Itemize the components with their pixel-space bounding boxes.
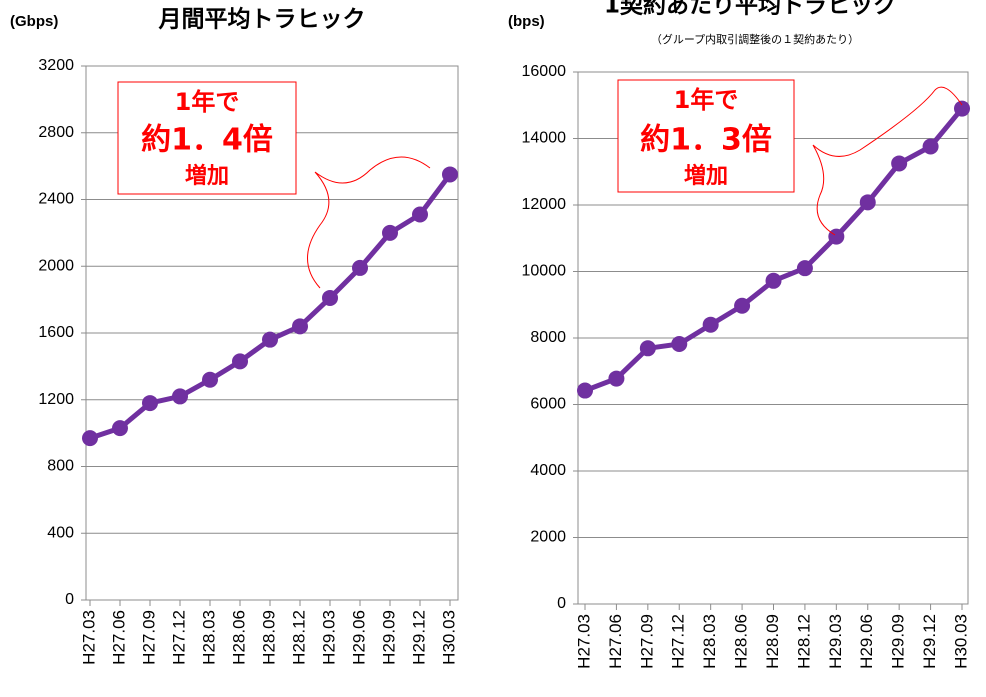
data-point [828, 228, 845, 245]
data-point [608, 370, 625, 387]
data-point [172, 388, 188, 405]
annotation-box [117, 81, 297, 195]
x-tick-label: H27.09 [637, 614, 656, 669]
x-tick-label: H28.12 [289, 610, 308, 665]
data-point [232, 353, 248, 370]
x-tick-label: H27.09 [139, 610, 158, 665]
y-tick-label: 3200 [38, 57, 74, 74]
data-point [577, 382, 593, 399]
chart-subtitle: （グループ内取引調整後の１契約あたり） [651, 32, 859, 46]
data-point [112, 420, 128, 437]
y-tick-label: 2000 [38, 257, 74, 274]
brace [307, 156, 431, 289]
data-point [859, 194, 876, 211]
annotation: 約1．4倍 [141, 123, 273, 158]
x-tick-label: H27.03 [79, 610, 98, 665]
y-tick-label: 0 [557, 595, 566, 612]
plot-border [85, 65, 459, 601]
data-point [322, 289, 338, 306]
x-tick-label: H28.09 [763, 614, 782, 669]
x-tick-label: H28.06 [732, 614, 751, 669]
data-point [671, 335, 688, 352]
data-point [202, 371, 218, 388]
data-point [382, 224, 398, 241]
x-tick-label: H28.06 [229, 610, 248, 665]
data-point [292, 318, 308, 335]
x-tick-label: H27.12 [669, 614, 688, 669]
x-tick-label: H28.03 [199, 610, 218, 665]
y-tick-label: 16000 [522, 63, 567, 80]
x-tick-label: H29.03 [826, 614, 845, 669]
x-tick-label: H29.12 [409, 610, 428, 665]
data-point [82, 430, 98, 447]
x-tick-label: H27.06 [109, 610, 128, 665]
y-tick-label: 14000 [522, 130, 567, 147]
data-point [262, 331, 278, 348]
y-unit: (bps) [508, 13, 545, 30]
x-tick-label: H28.03 [700, 614, 719, 669]
data-point [734, 297, 751, 314]
brace [812, 86, 963, 236]
data-point [639, 340, 656, 357]
data-point [352, 259, 368, 276]
y-tick-label: 10000 [522, 263, 567, 280]
x-tick-label: H30.03 [439, 610, 458, 665]
annotation: 増加 [684, 163, 728, 189]
data-point [922, 138, 939, 155]
y-tick-label: 4000 [530, 462, 566, 479]
annotation: 1年で [175, 88, 240, 116]
data-point [796, 260, 813, 277]
y-tick-label: 12000 [522, 196, 567, 213]
data-point [765, 272, 782, 289]
x-tick-label: H29.09 [889, 614, 908, 669]
y-tick-label: 1200 [38, 391, 74, 408]
x-tick-label: H27.06 [606, 614, 625, 669]
data-point [891, 155, 908, 172]
annotation: 約1．3倍 [640, 123, 772, 158]
x-tick-label: H29.09 [379, 610, 398, 665]
x-tick-label: H28.12 [794, 614, 813, 669]
annotation: 1年で [674, 86, 739, 114]
x-tick-label: H28.09 [259, 610, 278, 665]
data-point [142, 395, 158, 412]
chart-title: 月間平均トラヒック [158, 6, 366, 33]
y-unit: (Gbps) [10, 13, 58, 30]
annotation-box [617, 79, 795, 193]
x-tick-label: H27.03 [574, 614, 593, 669]
y-tick-label: 800 [47, 458, 74, 475]
x-tick-label: H29.12 [920, 614, 939, 669]
y-tick-label: 6000 [530, 396, 566, 413]
x-tick-label: H29.06 [349, 610, 368, 665]
y-tick-label: 2400 [38, 191, 74, 208]
y-tick-label: 400 [47, 524, 74, 541]
x-tick-label: H29.06 [857, 614, 876, 669]
data-point [702, 316, 719, 333]
y-tick-label: 8000 [530, 329, 566, 346]
x-tick-label: H29.03 [319, 610, 338, 665]
y-tick-label: 0 [65, 591, 74, 608]
x-tick-label: H30.03 [951, 614, 970, 669]
y-tick-label: 1600 [38, 324, 74, 341]
x-tick-label: H27.12 [169, 610, 188, 665]
annotation: 増加 [185, 163, 229, 189]
data-point [954, 100, 970, 117]
data-point [412, 206, 428, 223]
y-tick-label: 2800 [38, 124, 74, 141]
chart-title: 1契約あたり平均トラヒック [604, 0, 896, 19]
data-point [442, 166, 458, 183]
y-tick-label: 2000 [530, 529, 566, 546]
